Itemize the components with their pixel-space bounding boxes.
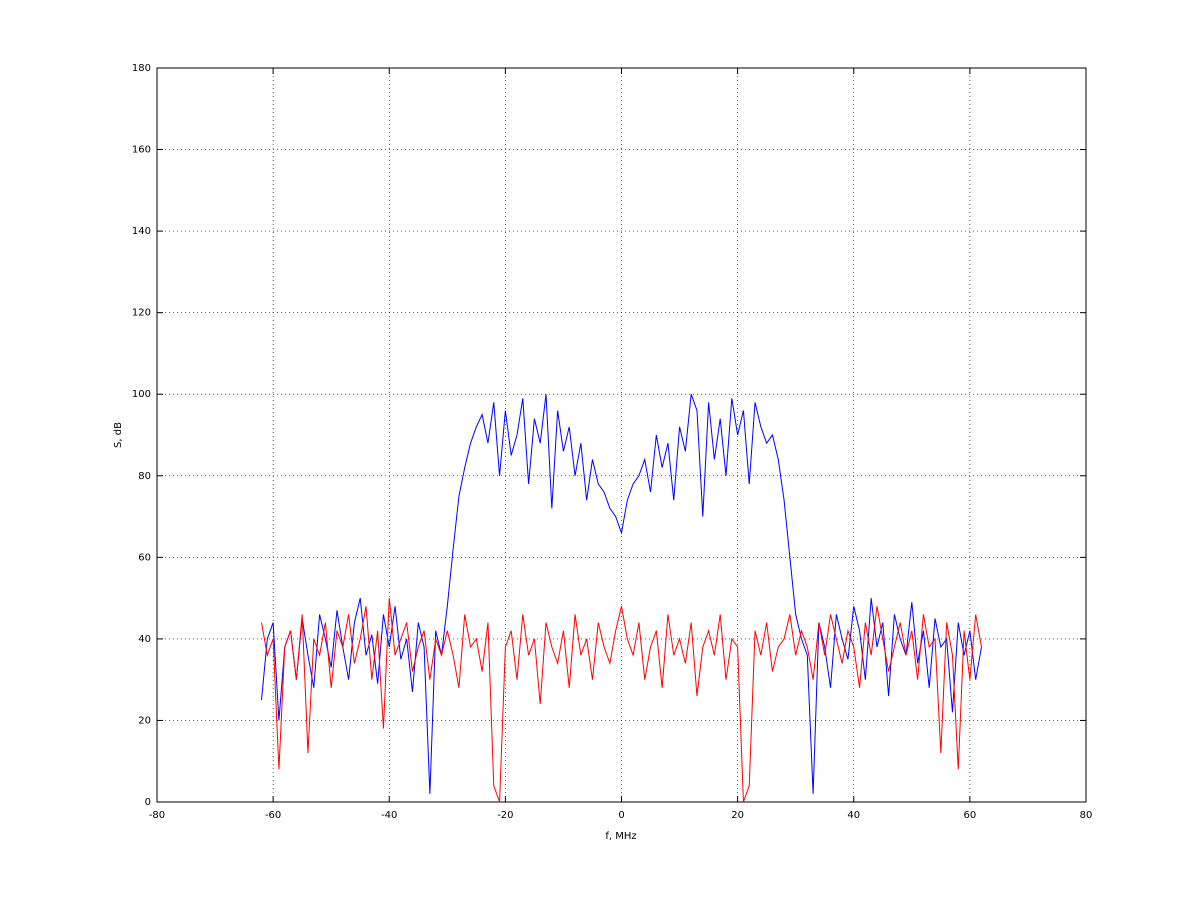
y-axis-label: S, dB — [113, 422, 124, 448]
y-tick-label: 120 — [132, 308, 151, 319]
y-tick-label: 40 — [138, 634, 151, 645]
series-line — [261, 394, 982, 794]
y-tick-label: 180 — [132, 63, 151, 74]
y-tick-label: 20 — [138, 715, 151, 726]
x-tick-label: 80 — [1080, 810, 1093, 821]
x-tick-label: 60 — [964, 810, 977, 821]
x-tick-label: -20 — [497, 810, 513, 821]
y-tick-label: 160 — [132, 145, 151, 156]
y-tick-label: 0 — [145, 797, 151, 808]
plot-frame — [156, 67, 1087, 803]
y-tick-label: 140 — [132, 226, 151, 237]
series-line — [261, 598, 982, 803]
x-tick-label: 0 — [618, 810, 624, 821]
x-tick-label: 20 — [731, 810, 744, 821]
y-tick-label: 100 — [132, 389, 151, 400]
x-tick-label: 40 — [847, 810, 860, 821]
x-tick-label: -40 — [381, 810, 397, 821]
y-tick-label: 80 — [138, 471, 151, 482]
x-tick-label: -60 — [265, 810, 281, 821]
x-axis-label: f, MHz — [605, 831, 636, 842]
x-tick-label: -80 — [149, 810, 165, 821]
y-tick-label: 60 — [138, 552, 151, 563]
